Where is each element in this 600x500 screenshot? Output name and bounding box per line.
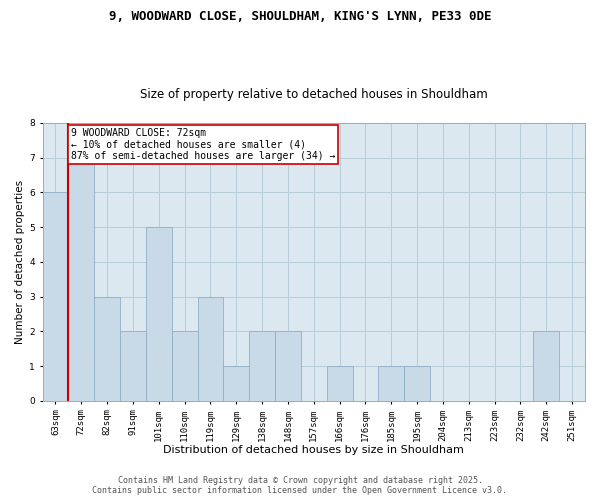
Bar: [146, 227, 172, 401]
Bar: [249, 332, 275, 401]
Bar: [223, 366, 249, 401]
Bar: [326, 366, 353, 401]
Bar: [43, 192, 68, 401]
Bar: [275, 332, 301, 401]
Title: Size of property relative to detached houses in Shouldham: Size of property relative to detached ho…: [140, 88, 488, 101]
Bar: [197, 296, 223, 401]
Text: Contains HM Land Registry data © Crown copyright and database right 2025.
Contai: Contains HM Land Registry data © Crown c…: [92, 476, 508, 495]
Bar: [379, 366, 404, 401]
Text: 9, WOODWARD CLOSE, SHOULDHAM, KING'S LYNN, PE33 0DE: 9, WOODWARD CLOSE, SHOULDHAM, KING'S LYN…: [109, 10, 491, 23]
X-axis label: Distribution of detached houses by size in Shouldham: Distribution of detached houses by size …: [163, 445, 464, 455]
Bar: [68, 158, 94, 401]
Y-axis label: Number of detached properties: Number of detached properties: [15, 180, 25, 344]
Bar: [404, 366, 430, 401]
Bar: [120, 332, 146, 401]
Bar: [172, 332, 197, 401]
Bar: [94, 296, 120, 401]
Bar: [533, 332, 559, 401]
Text: 9 WOODWARD CLOSE: 72sqm
← 10% of detached houses are smaller (4)
87% of semi-det: 9 WOODWARD CLOSE: 72sqm ← 10% of detache…: [71, 128, 335, 162]
